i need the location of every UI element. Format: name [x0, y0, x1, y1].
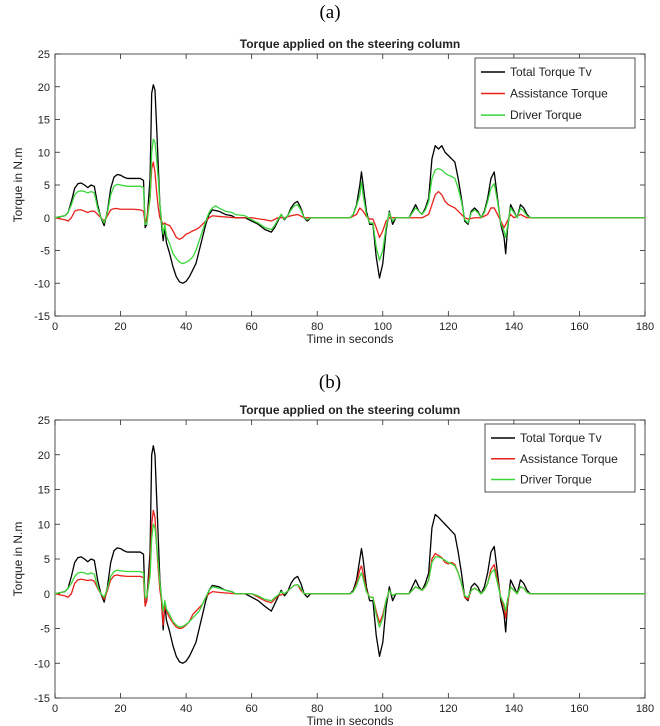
chartb-xtick-label: 0	[52, 703, 58, 715]
chartb-ytick-label: 0	[44, 589, 50, 601]
charta-xtick-label: 40	[180, 321, 192, 333]
charta-xtick-label: 180	[636, 321, 654, 333]
chartb-ytick-label: 5	[44, 554, 50, 566]
chartb-ytick-label: 15	[38, 485, 50, 497]
chartb-legend-label-total-torque-tv: Total Torque Tv	[520, 431, 602, 445]
charta-legend-label-total-torque-tv: Total Torque Tv	[510, 65, 592, 79]
chartb-ytick-label: -10	[34, 658, 50, 670]
chartb-xtick-label: 80	[311, 703, 323, 715]
charta-xlabel: Time in seconds	[307, 332, 394, 346]
charta-ylabel: Torque in N.m	[11, 148, 25, 223]
charta-xtick-label: 100	[374, 321, 392, 333]
charta-xtick-label: 0	[52, 321, 58, 333]
chartb-ytick-label: 10	[38, 519, 50, 531]
charta-legend-label-assistance-torque: Assistance Torque	[510, 87, 608, 101]
chartb-ylabel: Torque in N.m	[11, 522, 25, 597]
charta-series-total-torque-tv	[54, 84, 645, 284]
chartb-series-driver-torque	[54, 523, 645, 628]
chartb-xtick-label: 120	[439, 703, 457, 715]
chartb-legend-label-assistance-torque: Assistance Torque	[520, 452, 618, 466]
chartb-xtick-label: 60	[246, 703, 258, 715]
charta-ytick-label: 10	[38, 147, 50, 159]
chartb-xtick-label: 160	[570, 703, 588, 715]
charta-ytick-label: 15	[38, 115, 50, 127]
charta-xtick-label: 80	[311, 321, 323, 333]
chartb-xlabel: Time in seconds	[307, 714, 394, 726]
chartb-ytick-label: -5	[40, 624, 50, 636]
chartb-ytick-label: -15	[34, 693, 50, 705]
charta-ytick-label: 0	[44, 213, 50, 225]
chartb-legend-label-driver-torque: Driver Torque	[520, 473, 592, 487]
chartb-ytick-label: 25	[38, 415, 50, 427]
chartb-title: Torque applied on the steering column	[240, 403, 460, 417]
chartb-xtick-label: 180	[636, 703, 654, 715]
chartb-xtick-label: 20	[114, 703, 126, 715]
charta-ytick-label: -5	[40, 246, 50, 258]
charta-title: Torque applied on the steering column	[240, 37, 460, 51]
charta-series-driver-torque	[54, 138, 645, 265]
charta-xtick-label: 140	[505, 321, 523, 333]
chartb-legend	[484, 423, 636, 493]
charta-xtick-label: 60	[246, 321, 258, 333]
chart-b: Torque applied on the steering column 0 20…	[11, 403, 654, 726]
chartb-series-total-torque-tv	[54, 445, 645, 664]
charta-xtick-label: 120	[439, 321, 457, 333]
chartb-xtick-label: 140	[505, 703, 523, 715]
charta-xtick-label: 160	[570, 321, 588, 333]
charta-ytick-label: 25	[38, 49, 50, 61]
charta-ytick-label: -15	[34, 311, 50, 323]
panel-label-a: (a)	[319, 2, 341, 23]
charta-ytick-label: -10	[34, 278, 50, 290]
panel-label-b: (b)	[318, 372, 342, 393]
charta-ytick-label: 5	[44, 180, 50, 192]
chart-a: Torque applied on the steering column 0 20…	[11, 37, 654, 346]
chartb-ytick-label: 20	[38, 450, 50, 462]
charta-legend-label-driver-torque: Driver Torque	[510, 108, 582, 122]
chartb-xtick-label: 100	[374, 703, 392, 715]
charta-ytick-label: 20	[38, 82, 50, 94]
chartb-xtick-label: 40	[180, 703, 192, 715]
charta-xtick-label: 20	[114, 321, 126, 333]
